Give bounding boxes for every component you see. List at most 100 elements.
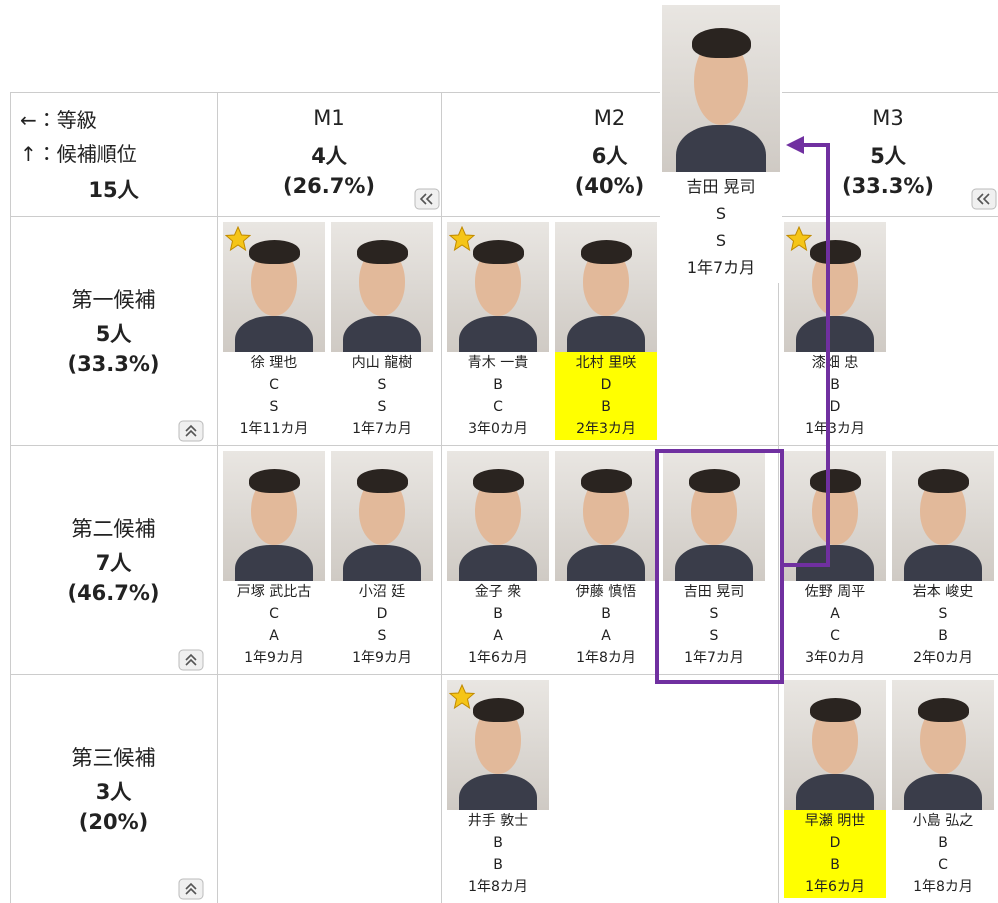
person-name: 戸塚 武比古 [236, 584, 312, 600]
person-name: 伊藤 慎悟 [575, 584, 637, 600]
photo [892, 451, 994, 581]
row-label: 第二候補 [71, 517, 156, 541]
row-label: 第三候補 [71, 746, 156, 770]
total-count: 15人 [88, 178, 139, 202]
star-icon [449, 226, 475, 252]
person-rank: C [830, 628, 840, 644]
photo-body [796, 544, 874, 581]
person-tenure: 2年3カ月 [576, 421, 636, 437]
person-grade: S [377, 377, 387, 393]
photo-body [343, 544, 421, 581]
photo [892, 680, 994, 810]
person-rank: B [938, 628, 948, 644]
person-rank: D [829, 399, 841, 415]
person-grade: B [601, 606, 611, 622]
person-tenure: 1年6カ月 [468, 650, 528, 666]
person-rank: B [830, 857, 840, 873]
person-tenure: 1年7カ月 [352, 421, 412, 437]
row-percent: (20%) [78, 810, 149, 834]
collapse-button[interactable] [414, 188, 440, 210]
collapse-button[interactable] [178, 649, 204, 671]
photo-body [676, 125, 766, 172]
grid-line [217, 92, 218, 903]
dragged-tenure: 1年7カ月 [686, 258, 756, 277]
person-name: 金子 衆 [474, 584, 522, 600]
person-rank: A [493, 628, 503, 644]
person-rank: A [269, 628, 279, 644]
photo-hair [809, 698, 861, 722]
column-label: M2 [593, 106, 626, 130]
person-tenure: 1年11カ月 [239, 421, 309, 437]
photo-body [343, 315, 421, 352]
row-label: 第一候補 [71, 288, 156, 312]
arrow-line [783, 143, 830, 567]
person-tenure: 2年0カ月 [913, 650, 973, 666]
photo-body [459, 544, 537, 581]
person-tenure: 1年9カ月 [352, 650, 412, 666]
column-count: 5人 [870, 144, 906, 168]
column-label: M3 [872, 106, 904, 130]
collapse-button[interactable] [971, 188, 997, 210]
collapse-button[interactable] [178, 420, 204, 442]
photo [784, 680, 886, 810]
photo [555, 451, 657, 581]
row-percent: (46.7%) [67, 581, 160, 605]
dragged-grade: S [715, 204, 727, 223]
person-name: 井手 敦士 [467, 813, 529, 829]
person-rank: A [601, 628, 611, 644]
grid-line [10, 92, 11, 903]
photo-hair [917, 698, 969, 722]
photo [447, 451, 549, 581]
photo-hair [472, 240, 524, 264]
photo-body [796, 773, 874, 810]
photo [555, 222, 657, 352]
person-rank: B [493, 857, 503, 873]
photo-hair [356, 469, 408, 493]
photo-hair [809, 240, 861, 264]
person-tenure: 1年7カ月 [684, 650, 744, 666]
person-name: 岩本 峻史 [912, 584, 974, 600]
column-count: 4人 [311, 144, 347, 168]
person-rank: C [493, 399, 503, 415]
photo-hair [248, 469, 300, 493]
photo [223, 451, 325, 581]
column-percent: (40%) [574, 174, 645, 198]
grid-line [10, 216, 998, 217]
photo-hair [917, 469, 969, 493]
photo [784, 451, 886, 581]
person-tenure: 3年0カ月 [805, 650, 865, 666]
photo-body [235, 315, 313, 352]
photo [662, 5, 780, 172]
person-grade: B [938, 835, 948, 851]
column-percent: (26.7%) [282, 174, 376, 198]
person-rank: S [269, 399, 279, 415]
person-name: 漆畑 忠 [811, 355, 859, 371]
photo-hair [580, 240, 632, 264]
grid-line [441, 92, 442, 903]
person-rank: S [377, 628, 387, 644]
collapse-button[interactable] [178, 878, 204, 900]
person-rank: S [709, 628, 719, 644]
photo-hair [356, 240, 408, 264]
person-grade: C [269, 377, 279, 393]
column-percent: (33.3%) [841, 174, 935, 198]
photo-body [904, 773, 982, 810]
highlight [555, 352, 657, 440]
person-grade: D [376, 606, 388, 622]
person-grade: S [709, 606, 719, 622]
photo [223, 222, 325, 352]
photo-body [459, 315, 537, 352]
person-name: 佐野 周平 [804, 584, 866, 600]
person-name: 早瀬 明世 [804, 813, 866, 829]
row-count: 7人 [95, 551, 132, 575]
drop-source-box [655, 449, 784, 684]
person-grade: B [493, 377, 503, 393]
person-name: 内山 龍樹 [351, 355, 413, 371]
photo [663, 451, 765, 581]
person-grade: S [938, 606, 948, 622]
legend-line: ←：等級 [20, 108, 97, 132]
column-count: 6人 [591, 144, 628, 168]
photo-body [235, 544, 313, 581]
photo-hair [688, 469, 740, 493]
